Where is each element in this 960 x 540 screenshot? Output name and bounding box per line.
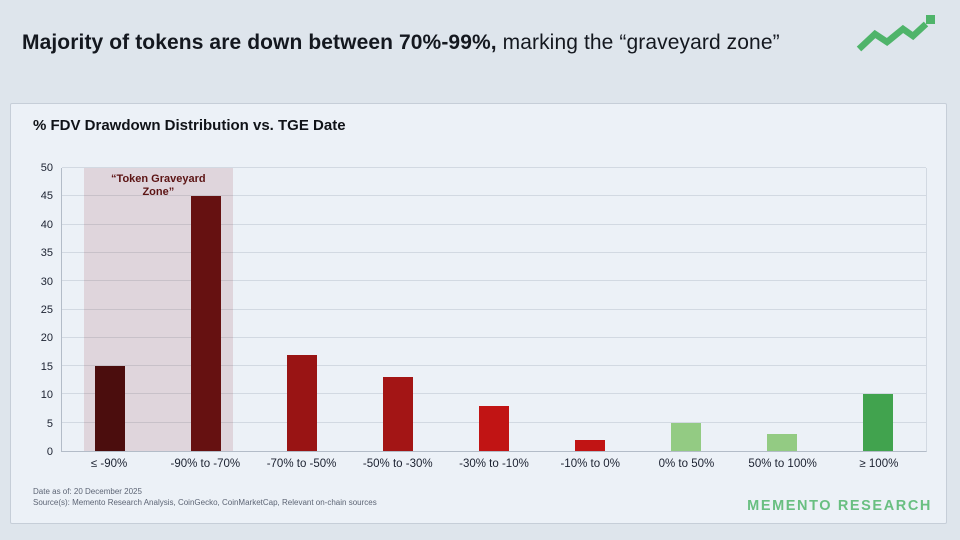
bar-slot bbox=[638, 168, 734, 451]
x-tick-label: -30% to -10% bbox=[459, 458, 529, 470]
bar-slot bbox=[446, 168, 542, 451]
y-tick-label-5: 5 bbox=[46, 417, 53, 430]
gridline-15 bbox=[62, 365, 926, 367]
date-as-of-note: Date as of: 20 December 2025 bbox=[33, 487, 142, 496]
bar--90% to -70% bbox=[191, 196, 221, 451]
x-tick-label: ≥ 100% bbox=[859, 458, 899, 470]
bar--50% to -30% bbox=[383, 377, 413, 451]
gridline-20 bbox=[62, 336, 926, 338]
x-tick-label: -10% to 0% bbox=[560, 458, 620, 470]
x-tick-label: -90% to -70% bbox=[170, 458, 241, 470]
x-tick-label: 0% to 50% bbox=[658, 458, 715, 470]
bar-slot bbox=[62, 168, 158, 451]
bar-slot bbox=[254, 168, 350, 451]
y-tick-label-10: 10 bbox=[40, 389, 53, 402]
bar-slot bbox=[734, 168, 830, 451]
x-tick-label: ≤ -90% bbox=[90, 458, 128, 470]
gridline-50 bbox=[62, 167, 926, 168]
y-tick-label-20: 20 bbox=[40, 332, 53, 345]
y-tick-label-0: 0 bbox=[46, 446, 53, 458]
y-tick-label-45: 45 bbox=[40, 190, 53, 203]
footer-notes: Date as of: 20 December 2025 Source(s): … bbox=[33, 486, 377, 508]
y-tick-label-50: 50 bbox=[40, 162, 53, 174]
x-axis-tick-labels: ≤ -90% -90% to -70% -70% to -50% -50% to -3… bbox=[61, 458, 927, 470]
bar-slot bbox=[350, 168, 446, 451]
gridline-40 bbox=[62, 223, 926, 225]
y-tick-label-40: 40 bbox=[40, 218, 53, 231]
y-tick-label-25: 25 bbox=[40, 304, 53, 316]
bars-row bbox=[62, 168, 926, 451]
bar-slot bbox=[830, 168, 926, 451]
memento-zigzag-logo-icon bbox=[856, 15, 935, 52]
bar--70% to -50% bbox=[287, 354, 317, 451]
bar-≤ -90% bbox=[95, 366, 125, 451]
bar-slot bbox=[158, 168, 254, 451]
x-tick-label: -70% to -50% bbox=[266, 458, 337, 470]
bar-0% to 50% bbox=[671, 422, 701, 451]
x-tick-label: 50% to 100% bbox=[748, 458, 817, 470]
gridline-35 bbox=[62, 251, 926, 253]
y-tick-label-30: 30 bbox=[40, 275, 53, 288]
bar--30% to -10% bbox=[479, 405, 509, 451]
y-tick-label-15: 15 bbox=[40, 360, 53, 373]
bar-slot bbox=[542, 168, 638, 451]
bar--10% to 0% bbox=[575, 439, 605, 451]
y-axis-tick-labels: 0 5 10 15 20 25 30 35 40 45 50 bbox=[11, 162, 53, 458]
x-tick-label: -50% to -30% bbox=[362, 458, 433, 470]
plot-area: “Token Graveyard Zone” bbox=[61, 167, 927, 452]
bar-≥ 100% bbox=[863, 394, 893, 451]
gridline-10 bbox=[62, 393, 926, 395]
page-title-rest: marking the “graveyard zone” bbox=[496, 31, 780, 54]
chart-card: % FDV Drawdown Distribution vs. TGE Date… bbox=[10, 103, 947, 524]
page-title: Majority of tokens are down between 70%-… bbox=[22, 28, 812, 57]
gridline-25 bbox=[62, 308, 926, 310]
brand-wordmark: MEMENTO RESEARCH bbox=[747, 498, 932, 514]
gridline-45 bbox=[62, 195, 926, 197]
bar-50% to 100% bbox=[767, 434, 797, 451]
graveyard-zone-label: “Token Graveyard Zone” bbox=[111, 173, 206, 198]
y-tick-label-35: 35 bbox=[40, 247, 53, 260]
page-title-emphasis: Majority of tokens are down between 70%-… bbox=[22, 31, 497, 54]
gridline-30 bbox=[62, 280, 926, 282]
sources-note: Source(s): Memento Research Analysis, Co… bbox=[33, 498, 377, 507]
chart-title: % FDV Drawdown Distribution vs. TGE Date bbox=[33, 117, 346, 134]
